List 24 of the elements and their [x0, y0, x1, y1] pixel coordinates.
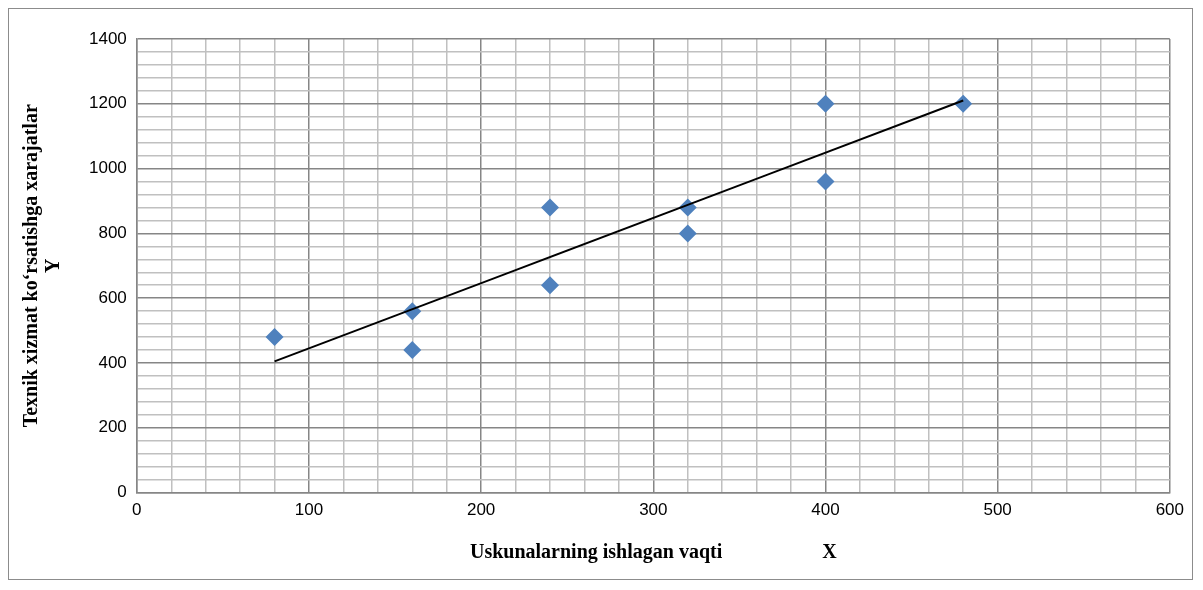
point	[403, 341, 422, 360]
y-tick-label: 200	[98, 417, 127, 437]
y-tick-label: 0	[117, 482, 127, 502]
point	[816, 94, 835, 113]
y-tick-label: 1400	[88, 28, 127, 48]
x-tick-label: 600	[1155, 500, 1185, 520]
point	[265, 328, 284, 347]
point	[541, 276, 560, 295]
x-tick-label: 200	[466, 500, 496, 520]
y-tick-label: 1200	[88, 93, 127, 113]
x-tick-label: 500	[983, 500, 1012, 520]
x-tick-label: 100	[294, 500, 324, 520]
x-tick-label: 0	[132, 500, 142, 520]
x-axis-title: Uskunalarning ishlagan vaqti X	[469, 540, 838, 564]
y-tick-label: 400	[98, 352, 127, 372]
x-tick-label: 300	[639, 500, 668, 520]
y-tick-label: 1000	[88, 158, 127, 178]
y-tick-label: 600	[98, 287, 127, 307]
point	[678, 224, 697, 243]
y-tick-label: 800	[98, 223, 127, 243]
point	[816, 172, 835, 191]
point	[541, 198, 560, 217]
x-tick-label: 400	[811, 500, 840, 520]
y-axis-title: Texnik xizmat ko‘rsatishga xarajatlar Y	[19, 104, 64, 428]
